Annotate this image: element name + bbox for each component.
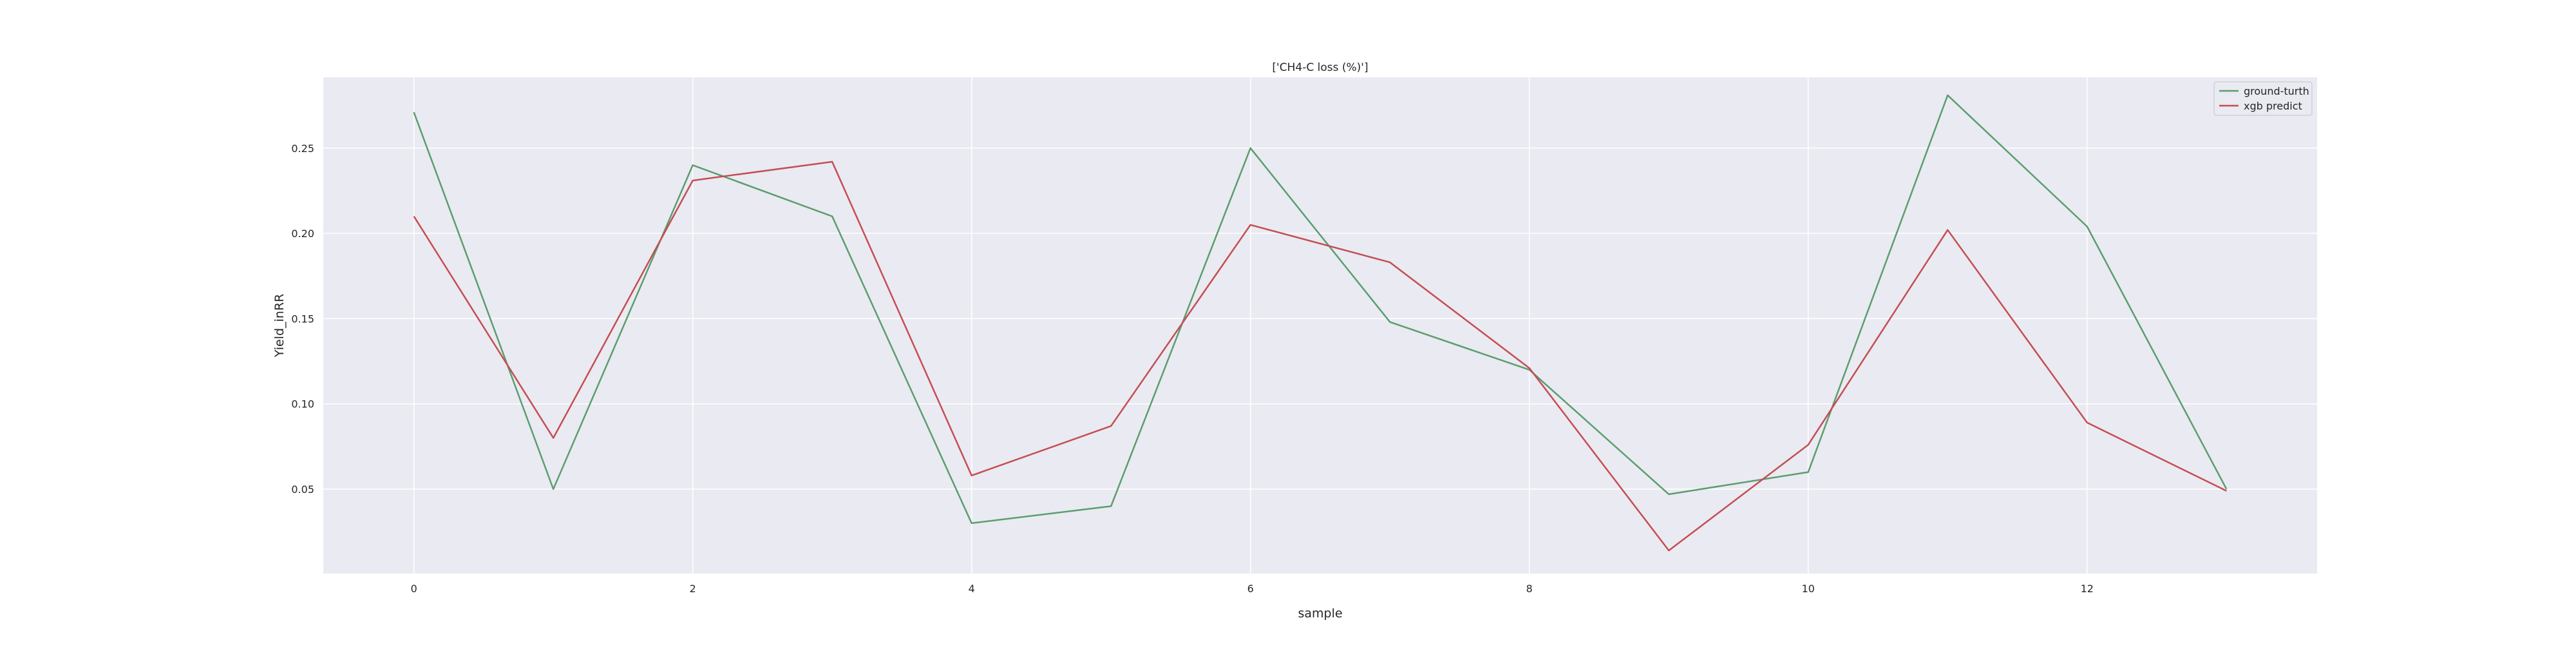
y-tick-label: 0.20	[291, 227, 314, 240]
chart-title: ['CH4-C loss (%)']	[1272, 61, 1368, 74]
x-tick-label: 8	[1526, 583, 1533, 595]
x-tick-label: 6	[1247, 583, 1254, 595]
y-tick-label: 0.05	[291, 483, 314, 496]
y-tick-label: 0.15	[291, 313, 314, 325]
legend: ground-turth xgb predict	[2213, 81, 2313, 116]
x-tick-label: 10	[1802, 583, 1815, 595]
y-axis-label: Yield_inRR	[272, 294, 287, 358]
x-tick-label: 0	[411, 583, 417, 595]
x-tick-label: 4	[969, 583, 975, 595]
x-tick-label: 12	[2081, 583, 2094, 595]
tick-labels: 0 2 4 6 8 10 12 0.05 0.10 0.15 0.20 0.25	[291, 142, 2094, 595]
y-tick-label: 0.25	[291, 142, 314, 155]
plot-area	[323, 77, 2317, 574]
series-line-ground-turth	[413, 94, 2228, 525]
x-axis-label: sample	[1298, 606, 1342, 621]
grid-lines	[323, 77, 2317, 574]
legend-label-xgb-predict: xgb predict	[2244, 100, 2302, 112]
series-lines	[413, 94, 2228, 552]
x-tick-label: 2	[690, 583, 696, 595]
legend-label-ground-turth: ground-turth	[2244, 85, 2309, 97]
series-line-xgb-predict	[413, 160, 2227, 552]
y-tick-label: 0.10	[291, 398, 314, 410]
